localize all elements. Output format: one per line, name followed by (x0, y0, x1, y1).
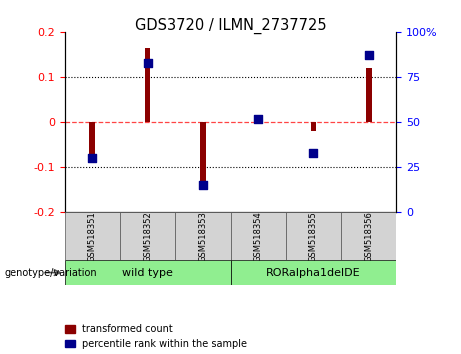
Bar (175, 212, 230, 260)
Text: GSM518351: GSM518351 (88, 211, 97, 262)
Text: RORalpha1delDE: RORalpha1delDE (266, 268, 361, 278)
Bar (200, 122, 206, 181)
Point (365, 52, 372, 58)
Text: GSM518355: GSM518355 (309, 211, 318, 262)
Point (144, 60, 151, 65)
Point (199, 183, 207, 188)
Text: GDS3720 / ILMN_2737725: GDS3720 / ILMN_2737725 (135, 18, 326, 34)
Text: genotype/variation: genotype/variation (5, 268, 97, 278)
Point (254, 116, 262, 121)
Bar (255, 119, 261, 122)
Bar (366, 68, 372, 122)
Bar (230, 212, 286, 260)
Bar (65, 212, 120, 260)
Bar (230, 260, 396, 285)
Text: wild type: wild type (122, 268, 173, 278)
Text: GSM518354: GSM518354 (254, 211, 263, 262)
Bar (286, 212, 341, 260)
Point (310, 150, 317, 156)
Point (89, 155, 96, 161)
Text: GSM518352: GSM518352 (143, 211, 152, 262)
Bar (311, 122, 316, 131)
Bar (65, 260, 230, 285)
Text: GSM518356: GSM518356 (364, 211, 373, 262)
Bar (145, 48, 150, 122)
Legend: transformed count, percentile rank within the sample: transformed count, percentile rank withi… (65, 324, 247, 349)
Bar (89, 122, 95, 156)
Bar (341, 212, 396, 260)
Text: GSM518353: GSM518353 (198, 211, 207, 262)
Bar (120, 212, 175, 260)
